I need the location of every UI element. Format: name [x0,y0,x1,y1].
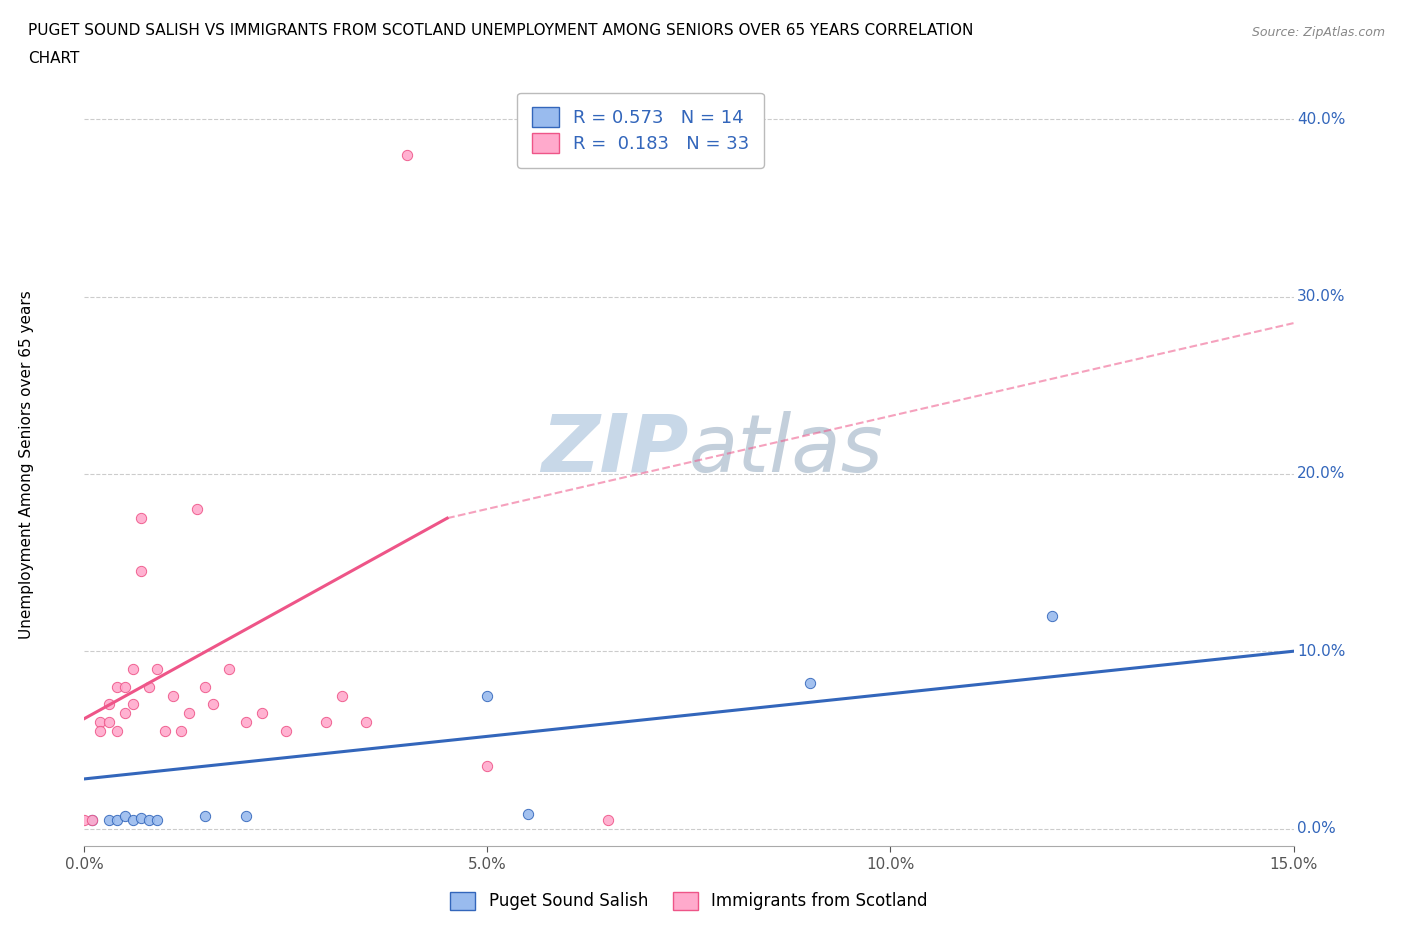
Point [105,679,128,694]
Point [153,724,176,738]
Point [146,661,169,676]
Point [97,697,120,711]
Point [477,759,499,774]
Point [330,688,353,703]
Legend: R = 0.573   N = 14, R =  0.183   N = 33: R = 0.573 N = 14, R = 0.183 N = 33 [517,93,763,167]
Point [82,812,104,827]
Point [129,810,152,825]
Point [82,812,104,827]
Text: CHART: CHART [28,51,80,66]
Point [146,812,169,827]
Point [97,715,120,730]
Point [114,679,136,694]
Point [114,706,136,721]
Point [114,809,136,824]
Point [129,511,152,525]
Point [105,812,128,827]
Point [105,724,128,738]
Point [138,812,160,827]
Legend: Puget Sound Salish, Immigrants from Scotland: Puget Sound Salish, Immigrants from Scot… [443,885,935,917]
Point [162,688,184,703]
Point [89,715,111,730]
Point [202,697,225,711]
Point [235,715,257,730]
Point [186,502,208,517]
Point [121,697,143,711]
Point [356,715,378,730]
Point [799,676,821,691]
Text: Unemployment Among Seniors over 65 years: Unemployment Among Seniors over 65 years [18,291,34,640]
Point [315,715,337,730]
Point [121,661,143,676]
Text: Source: ZipAtlas.com: Source: ZipAtlas.com [1251,26,1385,39]
Point [250,706,273,721]
Point [97,812,120,827]
Text: 30.0%: 30.0% [1298,289,1346,304]
Text: atlas: atlas [689,411,884,489]
Text: PUGET SOUND SALISH VS IMMIGRANTS FROM SCOTLAND UNEMPLOYMENT AMONG SENIORS OVER 6: PUGET SOUND SALISH VS IMMIGRANTS FROM SC… [28,23,973,38]
Point [73,812,96,827]
Point [170,724,193,738]
Text: 0.0%: 0.0% [1298,821,1336,836]
Point [235,809,257,824]
Point [516,807,538,822]
Text: 10.0%: 10.0% [1298,644,1346,658]
Point [477,688,499,703]
Point [598,812,620,827]
Text: 20.0%: 20.0% [1298,466,1346,482]
Text: ZIP: ZIP [541,411,689,489]
Point [179,706,201,721]
Point [194,679,217,694]
Point [1040,608,1063,623]
Text: 40.0%: 40.0% [1298,112,1346,126]
Point [395,147,418,162]
Point [194,809,217,824]
Point [218,661,240,676]
Point [274,724,297,738]
Point [138,679,160,694]
Point [129,564,152,578]
Point [121,812,143,827]
Point [89,724,111,738]
